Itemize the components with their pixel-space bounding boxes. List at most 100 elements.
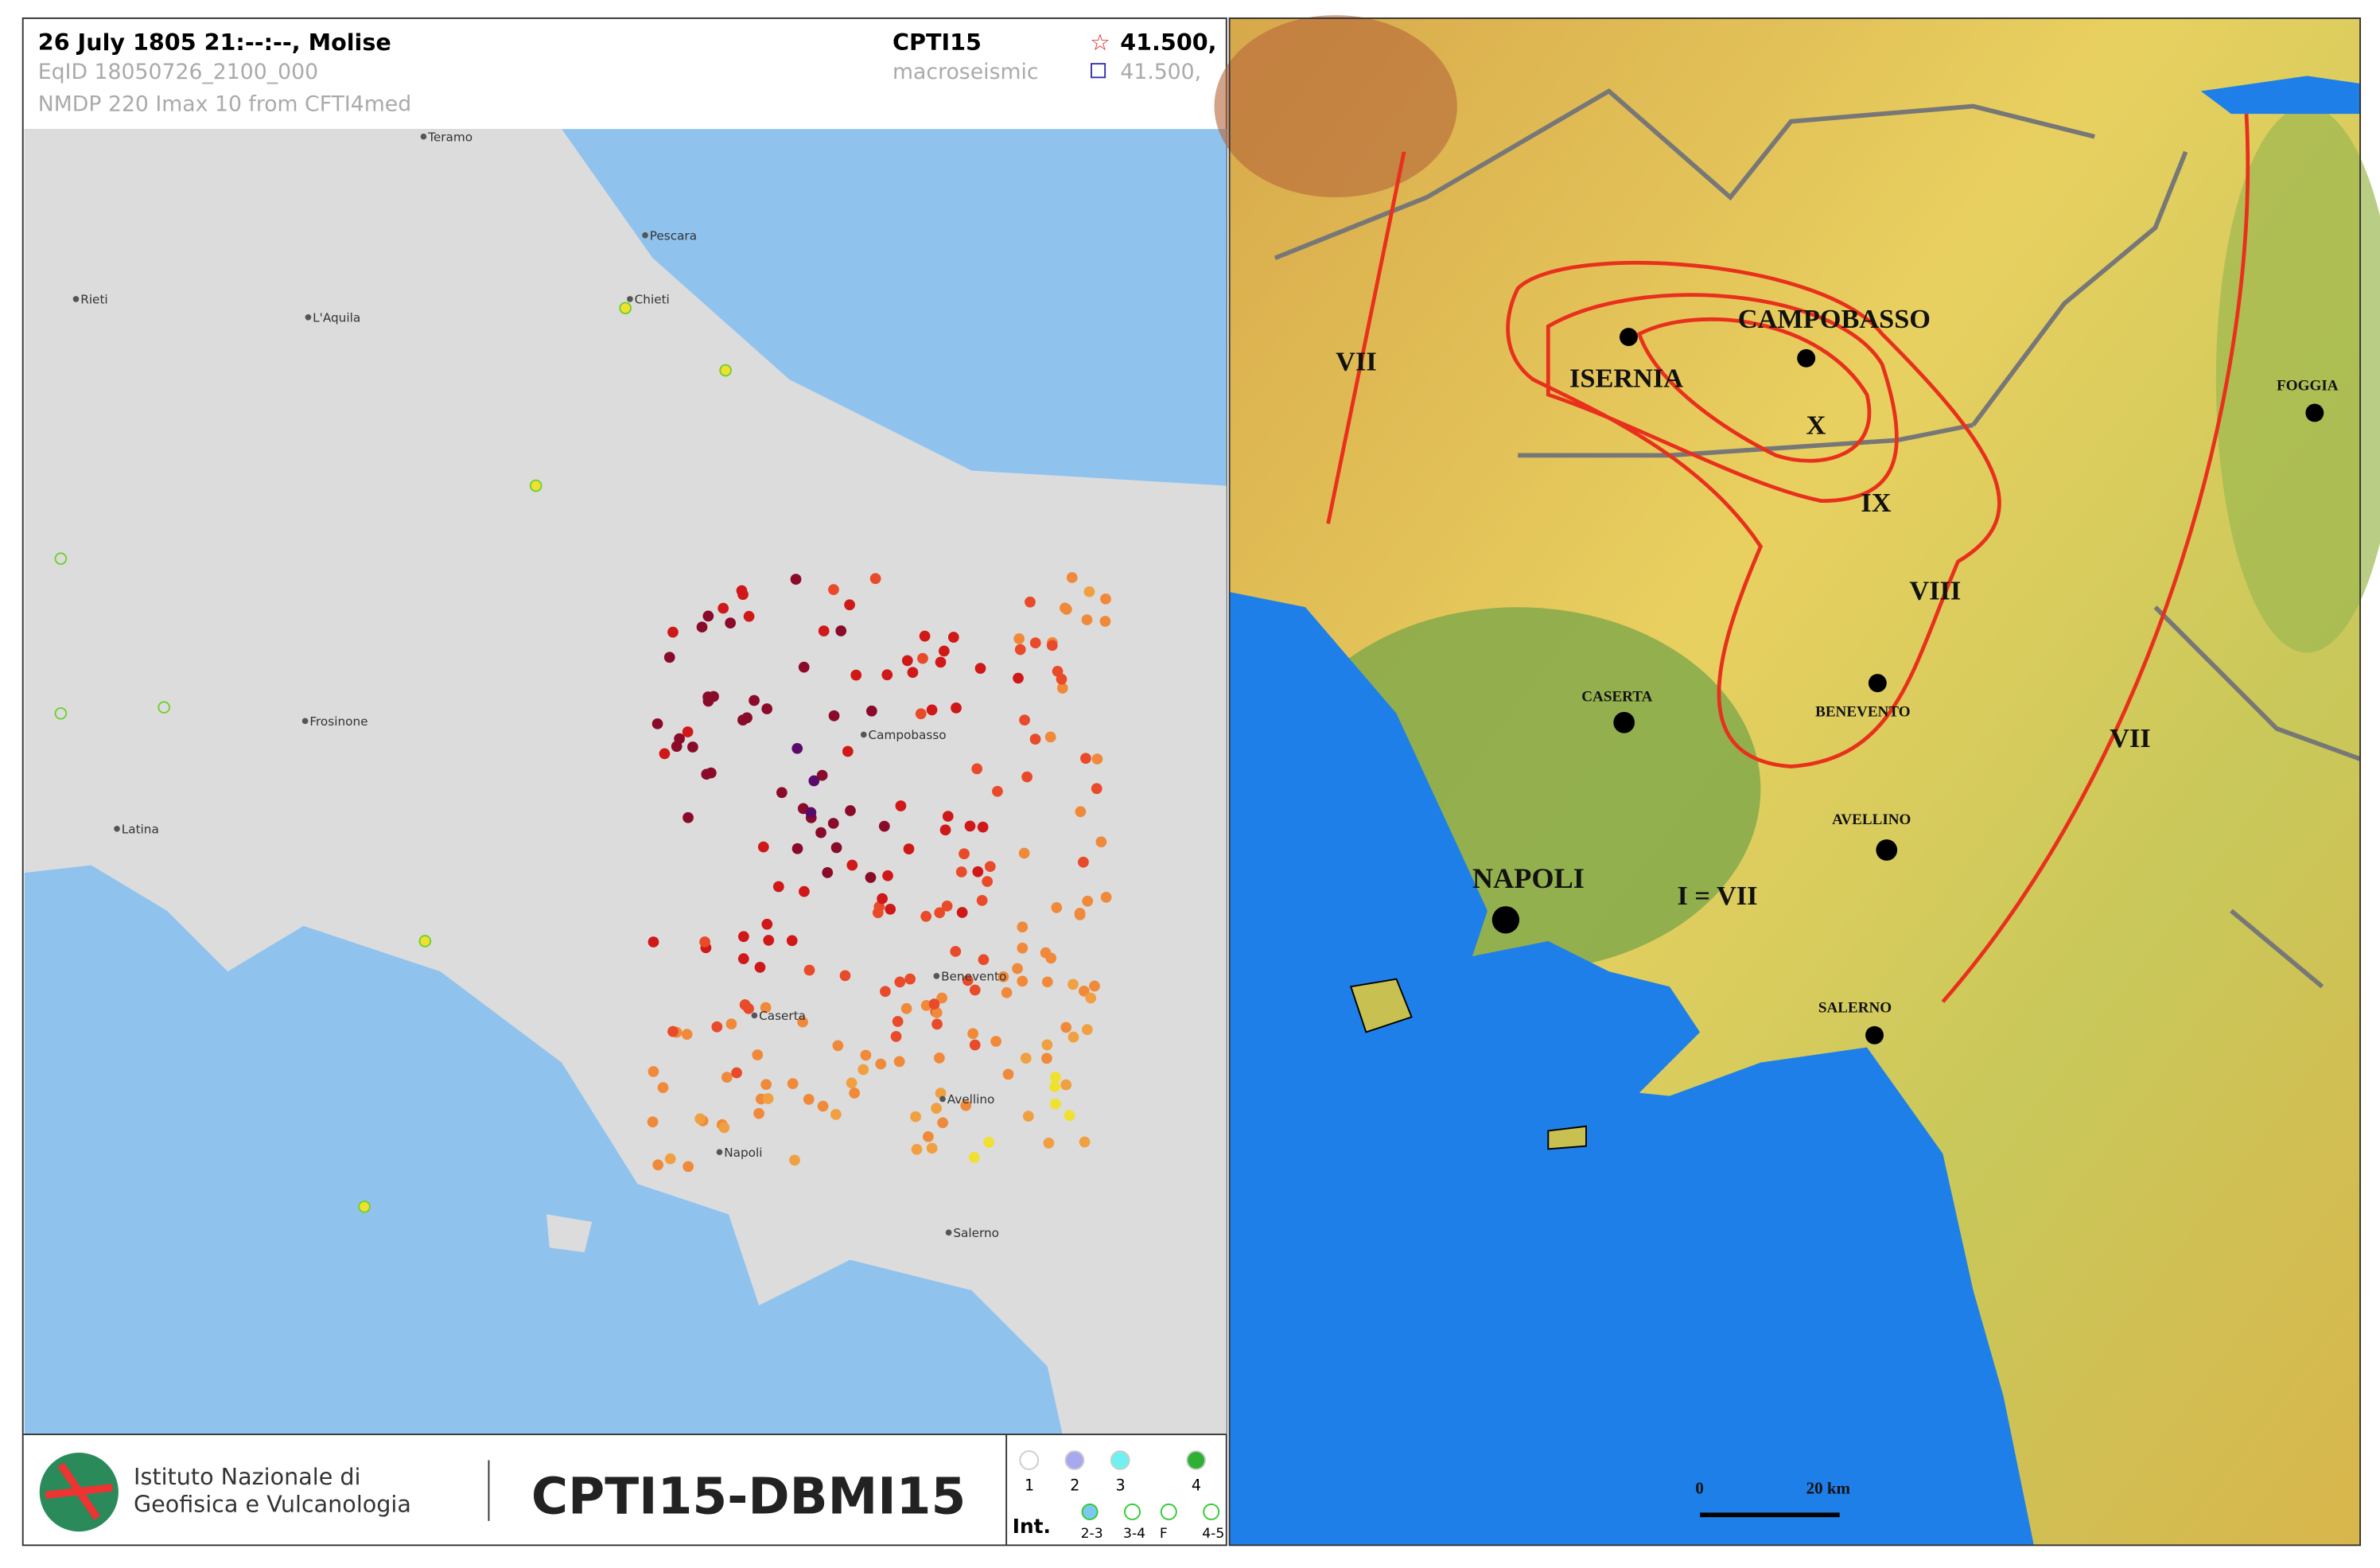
scale-label: 20 km [1806, 1479, 1851, 1498]
intensity-dot [725, 617, 737, 629]
intensity-dot [657, 1082, 669, 1093]
region-label: VII [1336, 347, 1377, 377]
scale-label: 0 [1695, 1479, 1703, 1498]
place-marker [860, 731, 867, 738]
intensity-dot [1014, 644, 1026, 656]
intensity-dot [926, 704, 938, 716]
intensity-dot [1083, 586, 1095, 597]
intensity-dot [1075, 806, 1087, 818]
intensity-dot [721, 1072, 733, 1083]
place-marker [72, 296, 80, 302]
intensity-dot [1017, 942, 1029, 954]
intensity-dot [978, 954, 990, 966]
intensity-dot [652, 1159, 664, 1171]
intensity-dot [1046, 640, 1058, 652]
place-labels: Teramo Pescara Rieti L'Aquila Chieti Frosinon… [72, 130, 1006, 1240]
intensity-dot [900, 1002, 912, 1014]
lagoon [2200, 76, 2361, 115]
intensity-dot [992, 785, 1003, 797]
intensity-dot [1099, 616, 1111, 627]
intensity-dot [872, 907, 884, 919]
intensity-dot [892, 1016, 904, 1027]
region-label: NAPOLI [1472, 862, 1585, 894]
intensity-dot [917, 652, 928, 664]
intensity-dot [760, 1079, 772, 1091]
catalog: CPTI15 [892, 29, 982, 56]
region-label: AVELLINO [1832, 811, 1911, 828]
intensity-dot [1041, 1052, 1052, 1064]
intensity-dot [858, 1064, 869, 1076]
intensity-dot [984, 861, 996, 873]
place-marker [305, 313, 312, 321]
island [1547, 1125, 1587, 1150]
institute: Geofisica e Vulcanologia [134, 1490, 411, 1517]
intensity-dot [702, 691, 714, 702]
intensity-dot [1080, 753, 1091, 765]
intensity-dot [822, 867, 834, 878]
legend-label: 4 [1192, 1477, 1201, 1495]
intensity-dot [1091, 753, 1103, 765]
intensity-dot [972, 866, 984, 877]
intensity-dot [718, 602, 729, 614]
legend-label: F [1160, 1526, 1168, 1542]
intensity-dot [1079, 1136, 1091, 1148]
intensity-dot [875, 1058, 887, 1070]
intensity-dot [939, 824, 951, 836]
intensity-dot [1081, 1024, 1093, 1036]
place-marker [114, 825, 120, 832]
intensity-dot [743, 610, 755, 622]
region-label: VIII [1909, 576, 1961, 606]
intensity-dot [941, 901, 953, 912]
isoseismals [1326, 113, 2250, 1003]
intensity-dot [955, 866, 967, 877]
place-label: L'Aquila [313, 311, 360, 325]
intensity-dot [1089, 980, 1100, 992]
intensity-dot [1085, 992, 1097, 1004]
place-marker [716, 1149, 723, 1156]
legend-label: 3-4 [1123, 1526, 1145, 1542]
intensity-dot [967, 1028, 979, 1040]
intensity-dot [881, 669, 893, 681]
intensity-dot [1021, 771, 1032, 783]
intensity-dot [772, 881, 784, 893]
towns [1491, 328, 2324, 1045]
intensity-dot [1068, 979, 1079, 990]
intensity-dot [959, 848, 970, 860]
intensity-dot [682, 726, 694, 737]
intensity-dot [797, 1016, 808, 1028]
intensity-dot [1045, 952, 1057, 964]
legend-swatch [1064, 1450, 1085, 1470]
intensity-dot [935, 656, 947, 668]
intensity-dot [1017, 975, 1029, 987]
place-label: Pescara [650, 228, 697, 243]
intensity-dot [971, 763, 983, 775]
intensity-dot [1025, 596, 1036, 608]
intensity-dot [901, 655, 913, 667]
intensity-dot [882, 870, 893, 881]
intensity-dot [1044, 731, 1056, 743]
intensity-dot [791, 842, 803, 854]
place-marker [301, 718, 309, 725]
place-label: Frosinone [309, 714, 368, 729]
intensity-dot [895, 800, 907, 811]
legend-swatch [1124, 1503, 1141, 1520]
intensity-dot [1064, 1110, 1075, 1122]
intensity-dot [1049, 1081, 1060, 1092]
intensity-dot [1060, 1079, 1072, 1091]
intensity-dot [815, 827, 826, 838]
coord: 41.500, [1120, 60, 1201, 84]
right-frame [1228, 17, 2362, 1547]
star-icon: ☆ [1090, 29, 1110, 56]
region-label: ISERNIA [1569, 364, 1683, 394]
intensity-dot [1095, 836, 1107, 848]
legend-label: 2-3 [1081, 1526, 1103, 1542]
intensity-dot [699, 936, 710, 947]
intensity-dot [839, 970, 851, 982]
intensity-dot [753, 1107, 764, 1119]
intensity-dot [1018, 847, 1030, 859]
intensity-dot [659, 748, 671, 760]
region-label: SALERNO [1818, 1000, 1892, 1017]
legend-swatch [1186, 1450, 1207, 1470]
region-label: VII [2110, 723, 2151, 753]
intensity-dot [1078, 856, 1089, 868]
